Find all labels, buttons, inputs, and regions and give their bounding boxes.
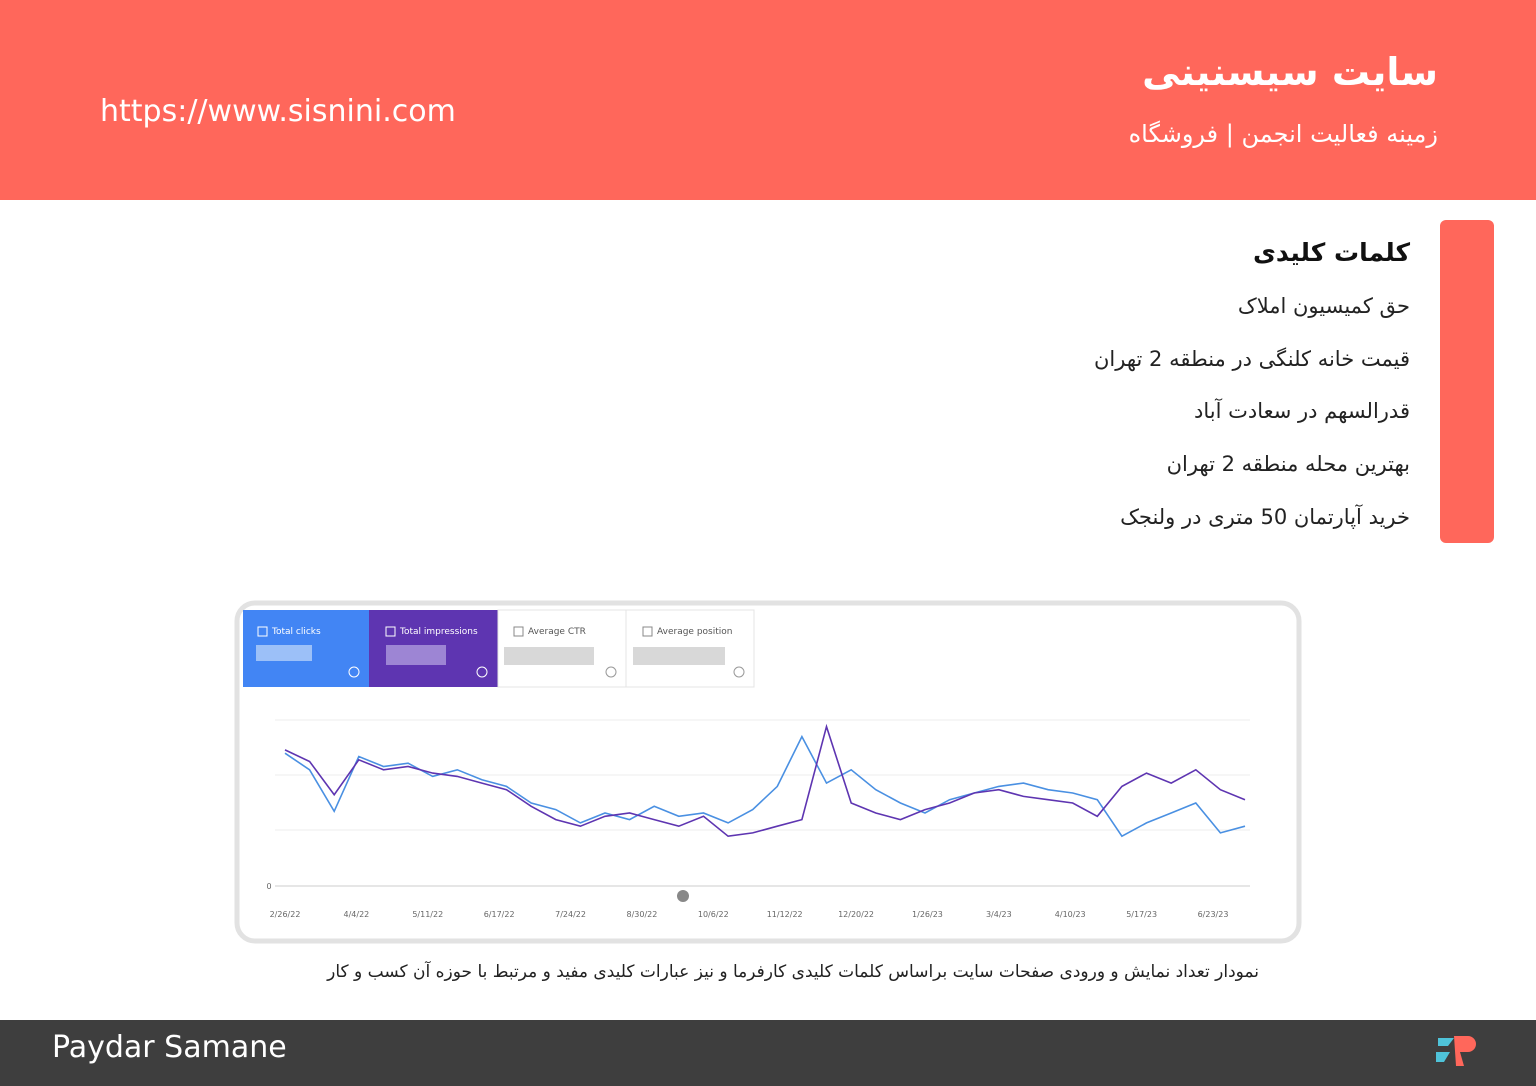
brand: Paydar Samane [52,1030,287,1065]
chart: 0 2/26/22 4/4/22 5/11/22 6/17/22 7/24/22 8/30/… [234,600,1302,944]
keywords-heading: کلمات کلیدی [1252,238,1410,267]
x-tick-label: 5/11/22 [412,910,443,919]
x-tick-label: 1/26/23 [912,910,943,919]
footer [0,1020,1536,1086]
tab-label: Average position [657,627,732,637]
blurred-value [386,645,446,665]
blurred-value [504,647,594,665]
blurred-value [256,645,312,661]
x-tick-label: 10/6/22 [698,910,729,919]
x-tick-label: 12/20/22 [838,910,874,919]
keyword: قیمت خانه کلنگی در منطقه 2 تهران [1094,346,1410,371]
help-icon[interactable] [348,666,360,678]
x-tick-label: 8/30/22 [627,910,658,919]
help-icon[interactable] [605,666,617,678]
keyword: بهترین محله منطقه 2 تهران [1166,452,1410,477]
x-tick-label: 4/10/23 [1055,910,1086,919]
keyword: خرید آپارتمان 50 متری در ولنجک [1120,504,1410,529]
x-tick-label: 2/26/22 [270,910,301,919]
help-icon[interactable] [733,666,745,678]
tab-label: Average CTR [528,627,586,637]
logo [1436,1036,1476,1066]
url[interactable]: https://www.sisnini.com [100,94,456,129]
help-icon[interactable] [476,666,488,678]
y-tick-label: 0 [266,882,271,891]
checkbox[interactable] [385,626,396,637]
annotation-marker[interactable] [677,890,689,902]
x-tick-label: 5/17/23 [1126,910,1157,919]
subtitle: زمینه فعالیت انجمن | فروشگاه [1128,120,1438,148]
x-tick-label: 6/17/22 [484,910,515,919]
series-line [284,734,1246,838]
x-tick-label: 7/24/22 [555,910,586,919]
series-line [284,723,1246,838]
checkbox[interactable] [642,626,653,637]
checkbox[interactable] [513,626,524,637]
keyword: حق کمیسیون املاک [1237,294,1410,318]
x-tick-label: 6/23/23 [1198,910,1229,919]
x-tick-label: 3/4/23 [986,910,1012,919]
x-tick-label: 4/4/22 [344,910,370,919]
caption: نمودار تعداد نمایش و ورودی صفحات سایت بر… [327,962,1259,982]
keyword: قدرالسهم در سعادت آباد [1193,399,1410,424]
blurred-value [633,647,725,665]
x-tick-label: 11/12/22 [767,910,803,919]
tab-label: Total clicks [271,627,321,637]
accent-bar [1440,220,1494,543]
title: سایت سیسنینی [1142,50,1438,94]
tab-label: Total impressions [399,627,478,637]
checkbox[interactable] [257,626,268,637]
header [0,0,1536,200]
